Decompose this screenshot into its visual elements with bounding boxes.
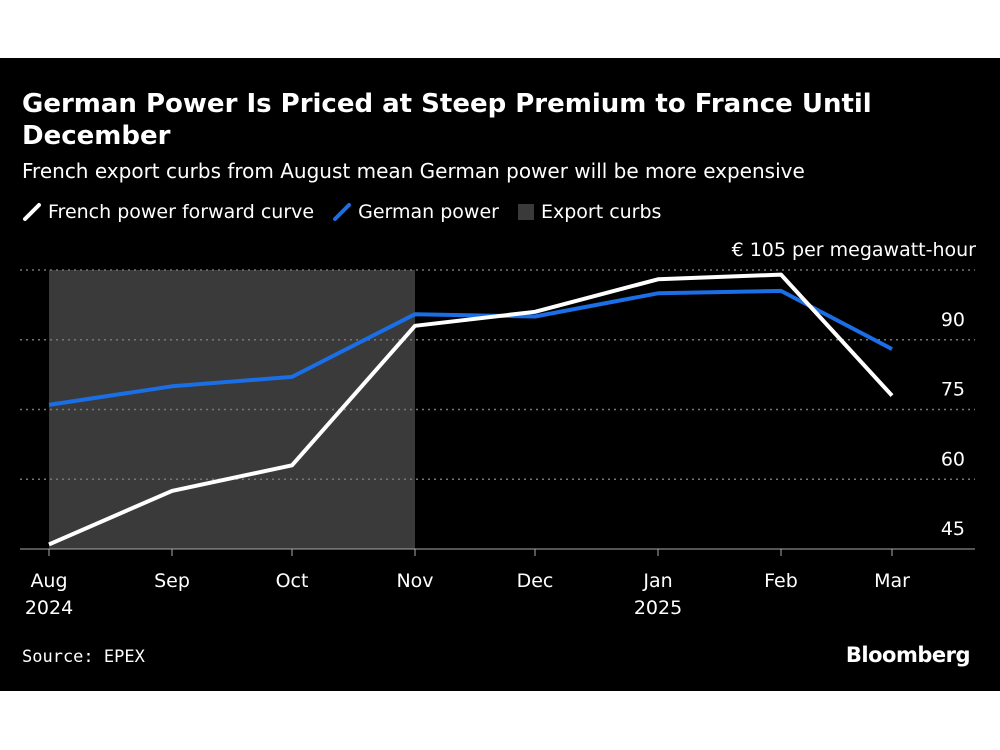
chart-title: German Power Is Priced at Steep Premium … — [22, 89, 872, 151]
x-tick-label-oct: Oct — [276, 570, 309, 592]
legend-label-german: German power — [358, 201, 499, 223]
chart-panel: German Power Is Priced at Steep Premium … — [0, 58, 1000, 691]
bloomberg-logo: Bloomberg — [845, 643, 971, 667]
legend-label-french: French power forward curve — [48, 201, 315, 223]
legend: French power forward curve German power … — [22, 201, 679, 223]
chart-subtitle: French export curbs from August mean Ger… — [22, 159, 805, 183]
x-tick-label-jan: Jan — [642, 570, 672, 592]
legend-item-export-curbs: Export curbs — [517, 201, 662, 223]
x-tick-label-aug: Aug — [30, 570, 67, 592]
legend-item-french: French power forward curve — [22, 201, 314, 223]
y-tick-label-90: 90 — [941, 309, 965, 331]
plot-area: Aug 2024 Sep Oct Nov Dec Jan 2025 Feb Mar 45 60 75 90… — [20, 239, 977, 619]
y-tick-label-60: 60 — [941, 448, 965, 470]
x-tick-label-nov: Nov — [396, 570, 433, 592]
legend-line-icon-french — [23, 203, 41, 221]
german-power-line — [48, 288, 893, 407]
y-axis-unit-label: € 105 per megawatt-hour — [732, 239, 977, 261]
x-tick-label-feb: Feb — [764, 570, 798, 592]
y-tick-label-75: 75 — [941, 379, 965, 401]
legend-square-icon-export-curbs — [517, 204, 534, 220]
x-tick-year-2024: 2024 — [25, 597, 73, 619]
x-tick-label-dec: Dec — [517, 570, 554, 592]
legend-label-export-curbs: Export curbs — [540, 201, 662, 223]
x-tick-label-sep: Sep — [154, 570, 190, 592]
x-tick-label-mar: Mar — [874, 570, 910, 592]
x-tick-year-2025: 2025 — [634, 597, 682, 619]
y-tick-label-45: 45 — [941, 518, 965, 540]
source-note: Source: EPEX — [22, 647, 145, 667]
french-power-line — [48, 272, 894, 547]
legend-item-german: German power — [332, 201, 499, 223]
legend-line-icon-german — [333, 203, 352, 221]
